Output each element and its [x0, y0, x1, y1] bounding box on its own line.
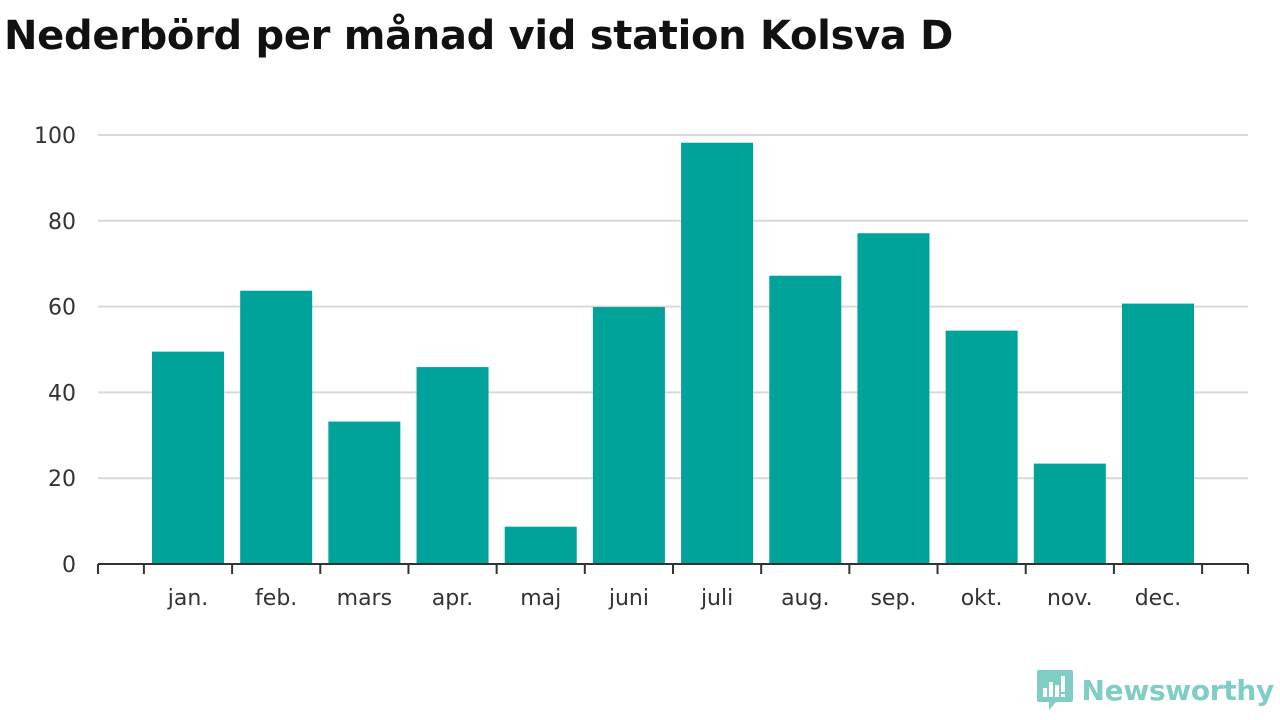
x-tick-label: dec. — [1135, 586, 1182, 611]
x-tick-label: feb. — [255, 586, 297, 611]
x-tick-label: jan. — [167, 586, 209, 611]
brand-name: Newsworthy — [1081, 673, 1275, 707]
tick-labels: 0 20 40 60 80 100 jan. feb. mars apr. maj juni juli a… — [34, 124, 1181, 611]
newsworthy-logo-icon — [1036, 670, 1073, 710]
x-tick-label: apr. — [432, 586, 473, 611]
x-tick-label: aug. — [781, 586, 829, 611]
axes — [97, 563, 1249, 574]
x-tick-label: okt. — [961, 586, 1003, 611]
bars — [152, 142, 1194, 565]
x-tick-label: maj — [520, 586, 561, 611]
x-tick-label: mars — [337, 586, 392, 611]
bar — [1122, 303, 1194, 564]
chart-title: Nederbörd per månad vid station Kolsva D — [4, 13, 954, 59]
y-tick-label: 100 — [34, 124, 76, 149]
x-tick-label: nov. — [1047, 586, 1093, 611]
x-tick-label: juni — [608, 586, 649, 611]
y-tick-label: 0 — [62, 553, 76, 578]
y-tick-label: 40 — [48, 381, 76, 406]
bar — [152, 351, 224, 564]
bar — [1033, 463, 1106, 564]
y-tick-label: 80 — [48, 210, 76, 235]
bar — [857, 233, 930, 564]
x-tick-label: sep. — [870, 586, 916, 611]
bar — [328, 421, 401, 564]
x-tick-label: juli — [700, 586, 733, 611]
bar — [592, 307, 665, 564]
bar — [416, 367, 489, 564]
bar — [504, 526, 577, 564]
bar — [240, 290, 313, 564]
bar — [681, 142, 754, 565]
y-tick-label: 60 — [48, 296, 76, 321]
newsworthy-brand: Newsworthy — [1036, 668, 1274, 712]
bar — [945, 330, 1018, 564]
bar — [769, 275, 842, 564]
y-tick-label: 20 — [48, 467, 76, 492]
